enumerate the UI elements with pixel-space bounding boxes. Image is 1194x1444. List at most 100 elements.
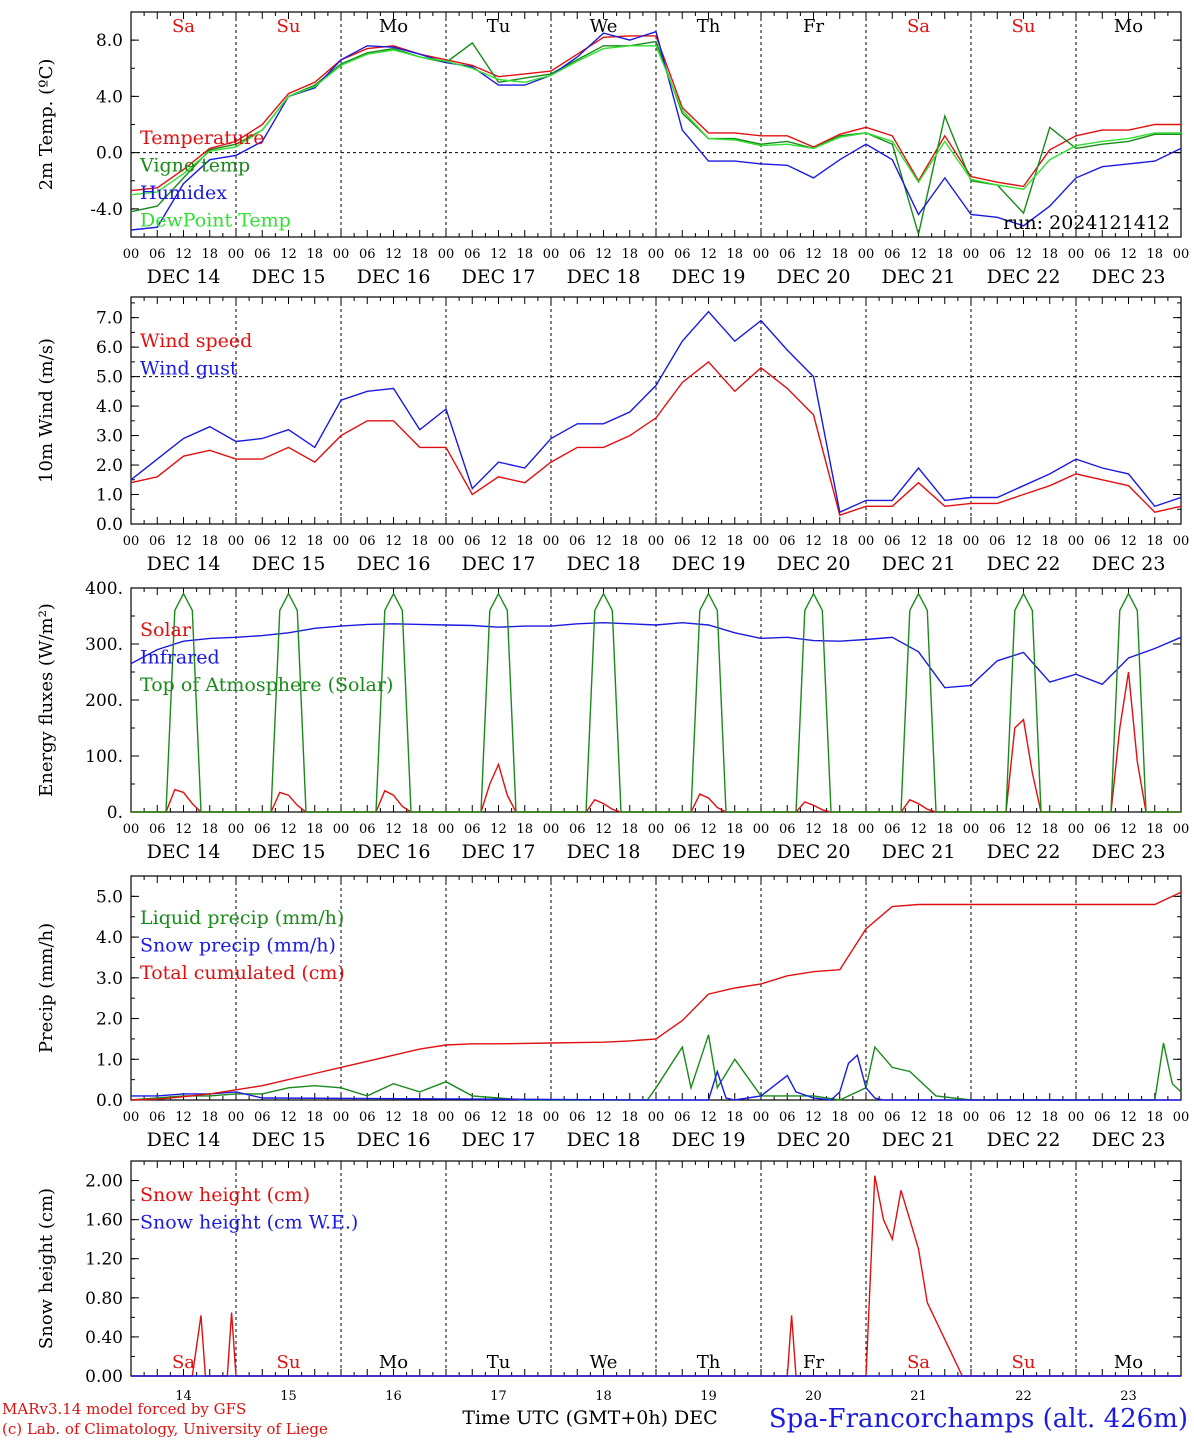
date-label: DEC 19: [672, 266, 746, 288]
legend-entry: Vigne temp: [139, 155, 250, 177]
hour-label: 12: [385, 822, 402, 837]
hour-label: 00: [1173, 822, 1190, 837]
weekday-label: Su: [277, 16, 301, 37]
weekday-label: Fr: [803, 1352, 824, 1373]
hour-label: 18: [411, 534, 428, 549]
date-label: DEC 20: [777, 553, 851, 575]
hour-label: 18: [621, 534, 638, 549]
hour-label: 18: [411, 247, 428, 262]
hour-label: 18: [726, 822, 743, 837]
y-tick-label: 1.0: [96, 486, 123, 506]
legend-entry: Humidex: [140, 182, 227, 204]
y-tick-label: 0.0: [96, 144, 123, 164]
hour-label: 12: [1015, 247, 1032, 262]
weekday-label: Th: [697, 16, 721, 37]
hour-label: 00: [1173, 534, 1190, 549]
hour-label: 06: [989, 1110, 1006, 1125]
y-tick-label: 400.: [85, 579, 123, 599]
hour-label: 06: [674, 1110, 691, 1125]
date-label: DEC 19: [672, 553, 746, 575]
hour-label: 12: [175, 534, 192, 549]
series-line-temperature: [130, 35, 1181, 192]
hour-label: 00: [123, 534, 140, 549]
hour-label: 06: [779, 1110, 796, 1125]
day-number-label: 21: [910, 1389, 927, 1404]
legend-entry: Total cumulated (cm): [140, 962, 345, 984]
date-label: DEC 18: [567, 553, 641, 575]
hour-label: 00: [963, 822, 980, 837]
hour-label: 06: [779, 822, 796, 837]
hour-label: 00: [753, 1110, 770, 1125]
hour-label: 18: [831, 822, 848, 837]
hour-label: 00: [438, 534, 455, 549]
hour-label: 06: [359, 247, 376, 262]
hour-label: 06: [569, 247, 586, 262]
hour-label: 00: [228, 822, 245, 837]
hour-label: 18: [411, 822, 428, 837]
hour-label: 00: [963, 1110, 980, 1125]
series-line-wind-speed: [130, 360, 1182, 517]
legend-entry: DewPoint Temp: [140, 210, 291, 232]
hour-label: 06: [779, 534, 796, 549]
hour-label: 06: [254, 534, 271, 549]
hour-label: 06: [149, 1110, 166, 1125]
hour-label: 12: [910, 1110, 927, 1125]
legend-entry: Top of Atmosphere (Solar): [140, 674, 393, 696]
hour-label: 00: [543, 534, 560, 549]
hour-label: 12: [595, 1110, 612, 1125]
day-number-label: 22: [1015, 1389, 1032, 1404]
hour-label: 18: [621, 1110, 638, 1125]
hour-label: 06: [884, 247, 901, 262]
hour-label: 18: [831, 247, 848, 262]
hour-label: 00: [228, 534, 245, 549]
date-label: DEC 15: [252, 841, 326, 863]
hour-label: 18: [1041, 1110, 1058, 1125]
date-label: DEC 21: [882, 1129, 956, 1151]
y-tick-label: 1.0: [96, 1050, 123, 1070]
date-label: DEC 21: [882, 553, 956, 575]
hour-label: 00: [228, 247, 245, 262]
hour-label: 12: [175, 1110, 192, 1125]
hour-label: 06: [884, 1110, 901, 1125]
hour-label: 06: [359, 1110, 376, 1125]
hour-label: 12: [805, 534, 822, 549]
series-line-humidex: [130, 30, 1182, 231]
hour-label: 06: [674, 534, 691, 549]
day-number-label: 14: [175, 1389, 192, 1404]
hour-label: 18: [621, 247, 638, 262]
hour-label: 06: [149, 534, 166, 549]
date-label: DEC 17: [462, 266, 536, 288]
date-label: DEC 20: [777, 266, 851, 288]
credit-line-1: MARv3.14 model forced by GFS: [2, 1400, 246, 1418]
hour-label: 00: [1068, 822, 1085, 837]
weekday-label: Mo: [1114, 1352, 1143, 1373]
hour-label: 12: [700, 534, 717, 549]
series-line-snow-precip-mm-h-: [131, 1053, 1181, 1101]
hour-label: 00: [333, 822, 350, 837]
hour-label: 06: [674, 822, 691, 837]
date-label: DEC 15: [252, 1129, 326, 1151]
hour-label: 12: [595, 534, 612, 549]
y-tick-label: 8.0: [96, 31, 123, 51]
date-label: DEC 14: [147, 1129, 221, 1151]
hour-label: 12: [280, 247, 297, 262]
legend-entry: Snow height (cm): [140, 1184, 310, 1206]
hour-label: 00: [1173, 247, 1190, 262]
hour-label: 18: [726, 1110, 743, 1125]
hour-label: 18: [1041, 534, 1058, 549]
hour-label: 18: [1146, 247, 1163, 262]
hour-label: 06: [464, 247, 481, 262]
hour-label: 00: [1068, 534, 1085, 549]
hour-label: 06: [464, 822, 481, 837]
hour-label: 12: [175, 247, 192, 262]
hour-label: 06: [254, 247, 271, 262]
y-tick-label: 3.0: [96, 427, 123, 447]
chart-panel-5: 0.00 0.40 0.80 1.20 1.60 2.00 Snow height (cm)…: [36, 1160, 1182, 1404]
hour-label: 18: [726, 534, 743, 549]
hour-label: 12: [280, 822, 297, 837]
hour-label: 00: [543, 247, 560, 262]
day-number-label: 15: [280, 1389, 297, 1404]
hour-label: 12: [385, 247, 402, 262]
weekday-label: Mo: [379, 16, 408, 37]
